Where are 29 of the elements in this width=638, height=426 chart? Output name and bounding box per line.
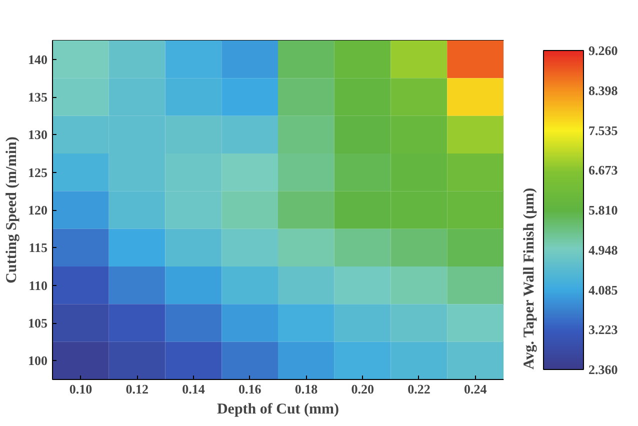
y-tick-label: 115 — [28, 240, 48, 256]
y-tick-label: 140 — [28, 52, 48, 67]
y-tick-label: 110 — [28, 278, 48, 293]
y-tick-label: 125 — [28, 164, 48, 180]
color-bar-label: 8.398 — [588, 82, 618, 98]
y-tick-label: 130 — [28, 127, 48, 142]
x-tick-label: 0.12 — [126, 382, 148, 396]
color-bar-label: 9.260 — [588, 43, 618, 58]
y-tick-label: 100 — [28, 353, 48, 368]
x-axis-title: Depth of Cut (mm) — [216, 402, 340, 418]
color-bar-label: 3.223 — [588, 322, 618, 338]
color-bar-label: 2.360 — [588, 362, 618, 377]
x-tick-label: 0.18 — [294, 382, 318, 396]
color-bar-label: 5.810 — [588, 202, 618, 218]
color-bar-label: 4.085 — [588, 282, 618, 298]
y-axis-title: Cutting Speed (m/min) — [4, 136, 20, 284]
color-bar-label: 7.535 — [588, 122, 618, 138]
y-tick-label: 135 — [28, 90, 48, 104]
x-tick-label: 0.14 — [182, 382, 206, 396]
x-tick-label: 0.16 — [238, 382, 262, 396]
x-tick-label: 0.20 — [351, 382, 374, 396]
x-tick-label: 0.22 — [408, 382, 430, 396]
color-bar-title: Avg. Taper Wall Finish (µm) — [522, 188, 538, 370]
x-tick-label: 0.10 — [69, 382, 92, 396]
x-tick-label: 0.24 — [464, 382, 488, 396]
color-bar-label: 4.948 — [588, 242, 618, 258]
y-tick-label: 105 — [28, 316, 48, 330]
color-bar-label: 6.673 — [588, 162, 618, 178]
y-tick-label: 120 — [28, 202, 48, 218]
